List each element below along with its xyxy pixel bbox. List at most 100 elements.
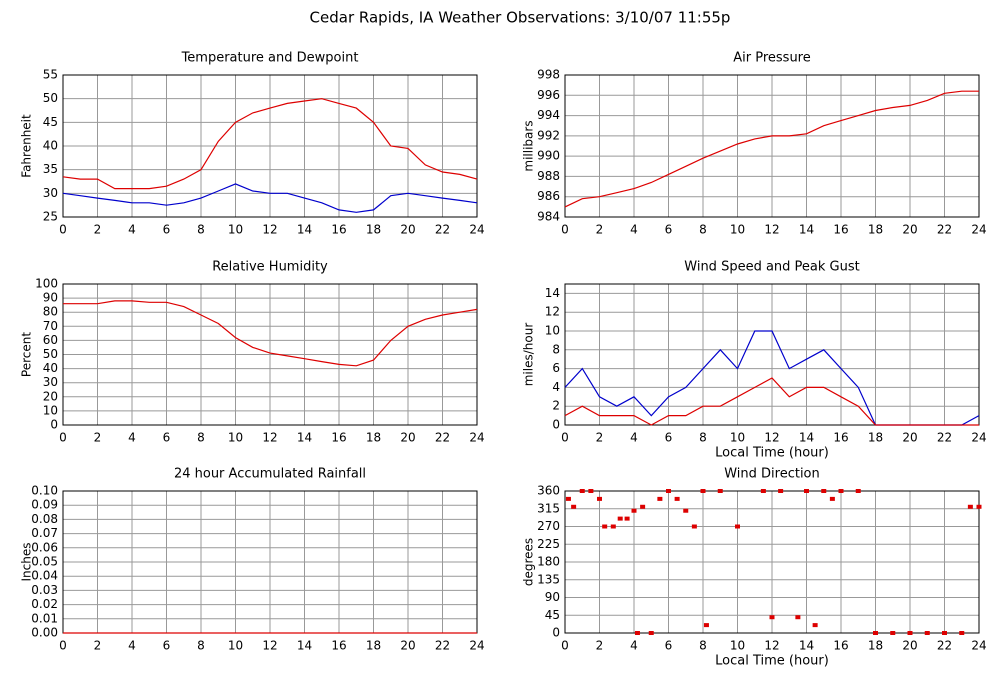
- y-axis-label: miles/hour: [522, 323, 536, 387]
- x-tick-label: 12: [262, 223, 277, 237]
- y-tick-label: 986: [537, 189, 560, 203]
- x-tick-label: 14: [297, 431, 312, 445]
- y-tick-label: 990: [537, 149, 560, 163]
- y-tick-label: 135: [537, 572, 560, 586]
- x-tick-label: 16: [833, 431, 848, 445]
- x-tick-label: 0: [59, 431, 67, 445]
- plot-frame: [564, 74, 980, 218]
- x-tick-label: 16: [833, 639, 848, 653]
- y-tick-label: 984: [537, 210, 560, 224]
- y-tick-label: 14: [545, 286, 560, 300]
- x-tick-label: 16: [331, 431, 346, 445]
- x-tick-label: 6: [163, 431, 171, 445]
- x-tick-label: 0: [561, 223, 569, 237]
- plot-frame: [564, 490, 980, 634]
- x-tick-label: 0: [59, 223, 67, 237]
- point: [657, 496, 663, 501]
- x-tick-label: 14: [799, 223, 814, 237]
- point: [829, 496, 835, 501]
- point: [634, 631, 640, 635]
- y-axis-label: millibars: [522, 120, 536, 171]
- y-tick-label: 992: [537, 128, 560, 142]
- point: [967, 504, 973, 509]
- y-axis-label: Percent: [20, 332, 34, 377]
- y-tick-label: 6: [552, 361, 560, 375]
- x-tick-label: 18: [868, 223, 883, 237]
- point: [760, 489, 766, 493]
- x-tick-label: 24: [469, 223, 484, 237]
- y-tick-label: 50: [43, 347, 58, 361]
- x-tick-label: 18: [868, 639, 883, 653]
- y-tick-label: 998: [537, 68, 560, 82]
- x-tick-label: 2: [94, 431, 102, 445]
- x-tick-label: 22: [937, 639, 952, 653]
- y-tick-label: 0.02: [31, 597, 58, 611]
- x-tick-label: 18: [366, 223, 381, 237]
- x-tick-label: 8: [699, 639, 707, 653]
- y-tick-label: 0: [552, 626, 560, 640]
- point: [735, 524, 740, 529]
- x-tick-label: 2: [94, 223, 102, 237]
- panel-title: Relative Humidity: [212, 260, 328, 275]
- panel-title: Wind Direction: [724, 467, 820, 482]
- point: [769, 615, 775, 620]
- x-tick-label: 10: [228, 223, 243, 237]
- panel-title: Wind Speed and Peak Gust: [684, 260, 859, 275]
- point: [700, 489, 706, 493]
- point: [674, 496, 680, 501]
- x-tick-label: 18: [366, 431, 381, 445]
- point: [812, 623, 818, 628]
- y-tick-label: 225: [537, 537, 560, 551]
- x-tick-label: 16: [331, 223, 346, 237]
- x-tick-label: 20: [902, 223, 917, 237]
- x-tick-label: 22: [435, 639, 450, 653]
- y-tick-label: 20: [43, 389, 58, 403]
- x-tick-label: 4: [128, 639, 136, 653]
- point: [579, 489, 585, 493]
- x-tick-label: 8: [197, 431, 205, 445]
- x-tick-label: 8: [197, 639, 205, 653]
- x-tick-label: 0: [59, 639, 67, 653]
- y-tick-label: 0.04: [31, 569, 58, 583]
- y-tick-label: 30: [43, 186, 58, 200]
- x-tick-label: 0: [561, 431, 569, 445]
- x-tick-label: 22: [937, 223, 952, 237]
- panel-title: Air Pressure: [733, 51, 811, 66]
- point: [597, 496, 602, 501]
- point: [640, 504, 646, 509]
- point: [624, 516, 630, 521]
- y-tick-label: 90: [545, 590, 560, 604]
- y-tick-label: 25: [43, 210, 58, 224]
- y-tick-label: 0.08: [31, 512, 58, 526]
- y-tick-label: 12: [545, 305, 560, 319]
- point: [942, 631, 947, 635]
- x-tick-label: 10: [228, 431, 243, 445]
- point: [631, 508, 637, 513]
- x-tick-label: 16: [331, 639, 346, 653]
- y-tick-label: 180: [537, 555, 560, 569]
- y-tick-label: 0: [50, 418, 58, 432]
- x-tick-label: 6: [665, 223, 673, 237]
- x-tick-label: 10: [730, 431, 745, 445]
- point: [795, 615, 801, 620]
- point: [778, 489, 784, 493]
- x-tick-label: 8: [699, 223, 707, 237]
- x-tick-label: 20: [400, 639, 415, 653]
- x-tick-label: 2: [94, 639, 102, 653]
- y-axis-label: Inches: [20, 543, 34, 582]
- series-line: [564, 377, 979, 426]
- y-tick-label: 50: [43, 91, 58, 105]
- point: [959, 631, 965, 635]
- x-tick-label: 12: [764, 639, 779, 653]
- y-tick-label: 45: [545, 608, 560, 622]
- x-tick-label: 4: [630, 639, 638, 653]
- x-tick-label: 20: [400, 223, 415, 237]
- y-tick-label: 315: [537, 501, 560, 515]
- x-tick-label: 12: [262, 431, 277, 445]
- point: [804, 489, 809, 493]
- x-tick-label: 24: [469, 431, 484, 445]
- point: [976, 504, 982, 509]
- x-tick-label: 6: [163, 223, 171, 237]
- x-tick-label: 2: [596, 431, 604, 445]
